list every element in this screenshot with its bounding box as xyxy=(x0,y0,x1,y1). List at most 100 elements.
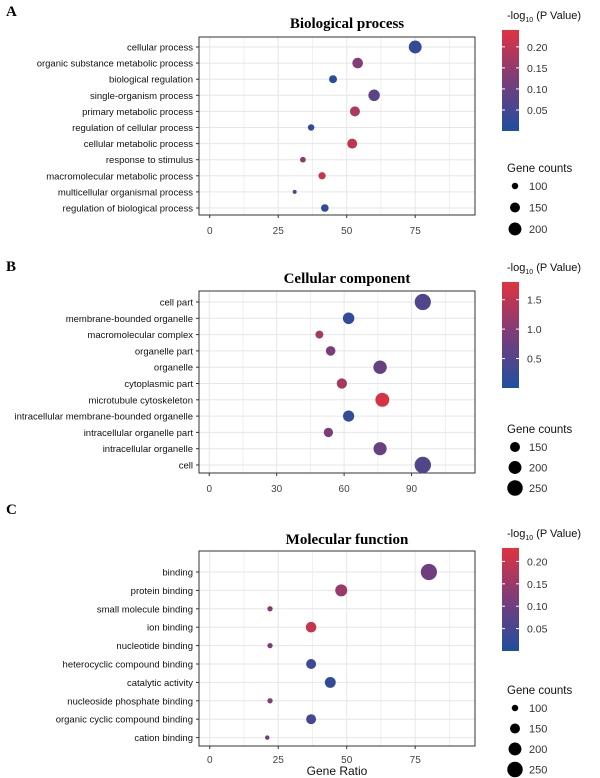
size-legend-label: 200 xyxy=(529,224,547,236)
y-category-label: cell xyxy=(179,461,193,472)
data-point xyxy=(342,312,355,325)
data-point xyxy=(352,57,363,69)
size-legend-label: 150 xyxy=(529,203,547,215)
y-category-label: primary metabolic process xyxy=(82,107,193,118)
panel-c: C Molecular function 0 25 50 75 binding protein… xyxy=(6,502,581,778)
size-legend-title: Gene counts xyxy=(507,163,572,175)
size-legend-label: 200 xyxy=(529,744,547,756)
y-category-label: intracellular membrane-bounded organelle xyxy=(15,412,194,423)
color-legend-title: -log10 (P Value) xyxy=(507,262,581,276)
color-bar xyxy=(502,282,519,388)
data-point xyxy=(306,714,317,725)
data-point xyxy=(306,659,317,669)
x-tick-label: 75 xyxy=(410,755,422,766)
data-point xyxy=(267,606,273,612)
plot-frame xyxy=(198,36,476,216)
x-tick-label: 60 xyxy=(339,484,351,495)
x-axis-label: Gene Ratio xyxy=(307,764,368,778)
y-category-label: membrane-bounded organelle xyxy=(66,314,193,325)
y-category-label: organic substance metabolic process xyxy=(37,59,194,70)
data-point xyxy=(267,698,273,704)
data-point xyxy=(329,75,338,84)
plot-frame xyxy=(198,290,476,474)
size-legend-dot xyxy=(511,704,519,712)
y-category-label: cell part xyxy=(160,298,194,309)
y-category-label: ion binding xyxy=(147,623,193,634)
color-bar-tick-label: 0.10 xyxy=(527,84,548,96)
size-legend-dot xyxy=(508,222,522,236)
size-legend-title: Gene counts xyxy=(507,685,572,697)
panel-letter: A xyxy=(6,4,17,20)
y-category-label: microtubule cytoskeleton xyxy=(88,395,193,406)
size-legend-dot xyxy=(508,742,522,756)
data-point xyxy=(315,330,324,339)
y-category-label: organelle part xyxy=(135,346,193,357)
data-point xyxy=(318,172,326,180)
color-legend-title-main: -log xyxy=(507,528,525,540)
plot-frame xyxy=(198,550,476,747)
x-tick-label: 30 xyxy=(271,484,283,495)
data-point xyxy=(349,106,360,117)
size-legend-label: 200 xyxy=(529,463,547,475)
data-point xyxy=(373,442,387,456)
color-bar-tick-label: 0.15 xyxy=(527,63,548,75)
x-tick-label: 75 xyxy=(410,226,422,237)
y-category-label: protein binding xyxy=(131,586,193,597)
y-category-label: regulation of cellular process xyxy=(72,123,193,134)
data-point xyxy=(375,392,390,407)
color-bar-tick-label: 0.05 xyxy=(527,105,548,117)
panel-a: A Biological process 0 25 50 75 cellular proce… xyxy=(6,4,581,237)
size-legend-label: 250 xyxy=(529,483,547,495)
color-bar-tick-label: 0.20 xyxy=(527,556,548,568)
color-bar xyxy=(502,30,519,131)
y-category-label: cation binding xyxy=(134,733,193,744)
color-legend-title-subscript: 10 xyxy=(525,269,533,276)
y-category-label: catalytic activity xyxy=(127,678,193,689)
panel-b: B Cellular component 0 30 60 90 cell part membr… xyxy=(6,259,581,496)
y-category-label: macromolecular metabolic process xyxy=(46,171,193,182)
size-legend-label: 150 xyxy=(529,442,547,454)
x-tick-label: 90 xyxy=(406,484,418,495)
panel-letter: B xyxy=(6,259,16,275)
size-legend-label: 150 xyxy=(529,724,547,736)
data-point xyxy=(324,676,336,688)
size-legend-dot xyxy=(507,480,523,496)
x-tick-label: 25 xyxy=(273,755,285,766)
size-legend-label: 250 xyxy=(529,765,547,777)
color-legend-title-main: -log xyxy=(507,10,525,22)
color-legend-title-tail: (P Value) xyxy=(533,10,581,22)
y-category-label: response to stimulus xyxy=(106,155,193,166)
color-legend-title-tail: (P Value) xyxy=(533,528,581,540)
panel-title: Biological process xyxy=(290,16,404,32)
y-category-label: heterocyclic compound binding xyxy=(63,660,193,671)
data-point xyxy=(373,360,387,374)
data-point xyxy=(300,156,306,163)
y-category-label: biological regulation xyxy=(109,75,193,86)
y-category-label: macromolecular complex xyxy=(87,330,193,341)
size-legend-dot xyxy=(510,202,520,213)
data-point xyxy=(368,89,380,102)
y-category-label: organelle xyxy=(154,363,193,374)
data-point xyxy=(336,378,348,389)
color-legend-title: -log10 (P Value) xyxy=(507,10,581,24)
data-point xyxy=(347,138,358,149)
y-category-label: regulation of biological process xyxy=(63,204,194,215)
y-category-label: intracellular organelle xyxy=(103,444,193,455)
color-legend-title: -log10 (P Value) xyxy=(507,528,581,542)
y-category-label: single-organism process xyxy=(90,91,193,102)
y-category-label: organic cyclic compound binding xyxy=(56,715,193,726)
size-legend-dot xyxy=(510,723,520,734)
data-point xyxy=(292,189,297,194)
color-legend-title-subscript: 10 xyxy=(525,17,533,24)
x-tick-label: 50 xyxy=(341,755,353,766)
data-point xyxy=(305,621,317,633)
data-point xyxy=(325,346,336,356)
size-legend-dot xyxy=(507,761,523,778)
data-point xyxy=(267,642,273,649)
size-legend-label: 100 xyxy=(529,703,547,715)
data-point xyxy=(343,410,355,422)
color-bar-tick-label: 0.10 xyxy=(527,601,548,613)
color-bar xyxy=(502,548,519,651)
data-point xyxy=(265,735,270,740)
